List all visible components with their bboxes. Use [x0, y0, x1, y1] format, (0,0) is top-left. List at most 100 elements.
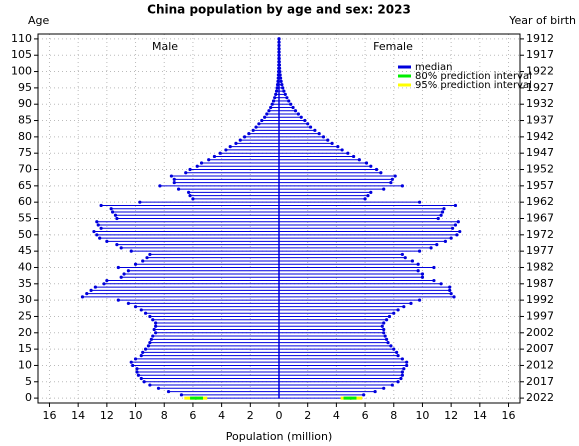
y-tick-label: 5 — [25, 375, 32, 388]
male-point — [95, 220, 99, 224]
male-point — [135, 367, 139, 371]
male-point — [139, 308, 143, 312]
y-tick-label: 10 — [18, 358, 32, 371]
female-point — [330, 141, 334, 145]
female-point — [392, 347, 396, 351]
male-point — [156, 386, 161, 390]
y-tick-label: 55 — [18, 212, 32, 225]
male-point — [133, 262, 138, 266]
x-tick-label: 10 — [129, 409, 143, 422]
female-point — [346, 151, 350, 155]
male-point — [133, 357, 138, 361]
y2-tick-label: 1947 — [526, 146, 554, 159]
male-point — [148, 340, 152, 345]
y2-tick-label: 2002 — [526, 326, 554, 339]
female-point — [429, 246, 433, 250]
male-point — [184, 171, 188, 175]
male-point — [154, 321, 158, 325]
female-point — [432, 278, 436, 283]
x-tick-label: 8 — [161, 409, 168, 422]
female-point — [410, 259, 415, 263]
female-point — [416, 262, 420, 266]
y-tick-label: 20 — [18, 326, 32, 339]
female-point — [400, 370, 404, 374]
female-point — [279, 79, 283, 83]
male-point — [95, 233, 99, 237]
male-point — [115, 216, 119, 221]
male-point — [207, 158, 211, 162]
y2-tick-label: 1917 — [526, 48, 554, 61]
female-point — [449, 236, 453, 240]
female-point — [366, 194, 370, 198]
male-point — [148, 252, 152, 257]
male-point — [129, 249, 133, 253]
male-point — [113, 213, 118, 217]
chart-title: China population by age and sex: 2023 — [147, 3, 411, 17]
male-point — [179, 393, 184, 397]
female-point — [405, 363, 409, 368]
female-point — [336, 145, 340, 149]
y-tick-label: 60 — [18, 195, 32, 208]
male-point — [176, 187, 181, 191]
y2-tick-label: 1972 — [526, 228, 554, 241]
male-point — [89, 288, 93, 292]
y2-tick-label: 1977 — [526, 244, 554, 257]
female-point — [400, 252, 404, 257]
male-point — [99, 226, 103, 230]
male-point — [122, 272, 126, 276]
x-tick-label: 16 — [42, 409, 56, 422]
male-point — [269, 105, 273, 110]
male-point — [151, 334, 155, 338]
female-point — [449, 292, 453, 296]
male-point — [148, 314, 152, 319]
y2-tick-label: 1957 — [526, 179, 554, 192]
male-point — [199, 161, 204, 165]
female-point — [390, 177, 394, 181]
female-point — [417, 249, 422, 253]
female-point — [362, 393, 366, 397]
male-point — [273, 96, 277, 100]
female-point — [452, 295, 456, 299]
male-point — [151, 318, 155, 322]
female-point — [399, 376, 403, 381]
female-point — [453, 223, 458, 227]
female-point — [400, 373, 404, 377]
y2-axis-title: Year of birth — [508, 14, 576, 27]
y2-tick-label: 1997 — [526, 309, 554, 322]
female-point — [278, 76, 283, 80]
y2-tick-label: 2017 — [526, 375, 554, 388]
male-point — [254, 125, 258, 129]
female-point — [293, 109, 298, 113]
male-point — [265, 112, 269, 116]
male-point — [172, 177, 176, 181]
female-point — [382, 327, 386, 332]
female-point — [383, 334, 387, 338]
male-point — [275, 86, 279, 90]
male-point — [242, 135, 247, 139]
female-point — [393, 174, 397, 178]
female-point — [379, 171, 383, 175]
female-point — [435, 243, 439, 247]
male-point — [135, 370, 139, 374]
female-point — [389, 180, 393, 185]
female-point — [396, 354, 400, 358]
female-point — [395, 350, 399, 354]
y-tick-label: 65 — [18, 179, 32, 192]
female-point — [296, 112, 300, 116]
female-point — [420, 272, 425, 276]
female-point — [289, 102, 293, 106]
female-point — [326, 138, 330, 142]
female-point — [416, 269, 420, 273]
female-point — [351, 154, 356, 159]
male-point — [154, 324, 158, 328]
male-point — [139, 354, 143, 358]
female-point — [390, 383, 394, 387]
y2-tick-label: 1982 — [526, 260, 554, 273]
male-point — [154, 331, 158, 335]
female-point — [386, 340, 390, 345]
female-point — [436, 216, 440, 221]
x-tick-label: 12 — [100, 409, 114, 422]
male-point — [102, 282, 106, 286]
male-point — [138, 200, 142, 204]
